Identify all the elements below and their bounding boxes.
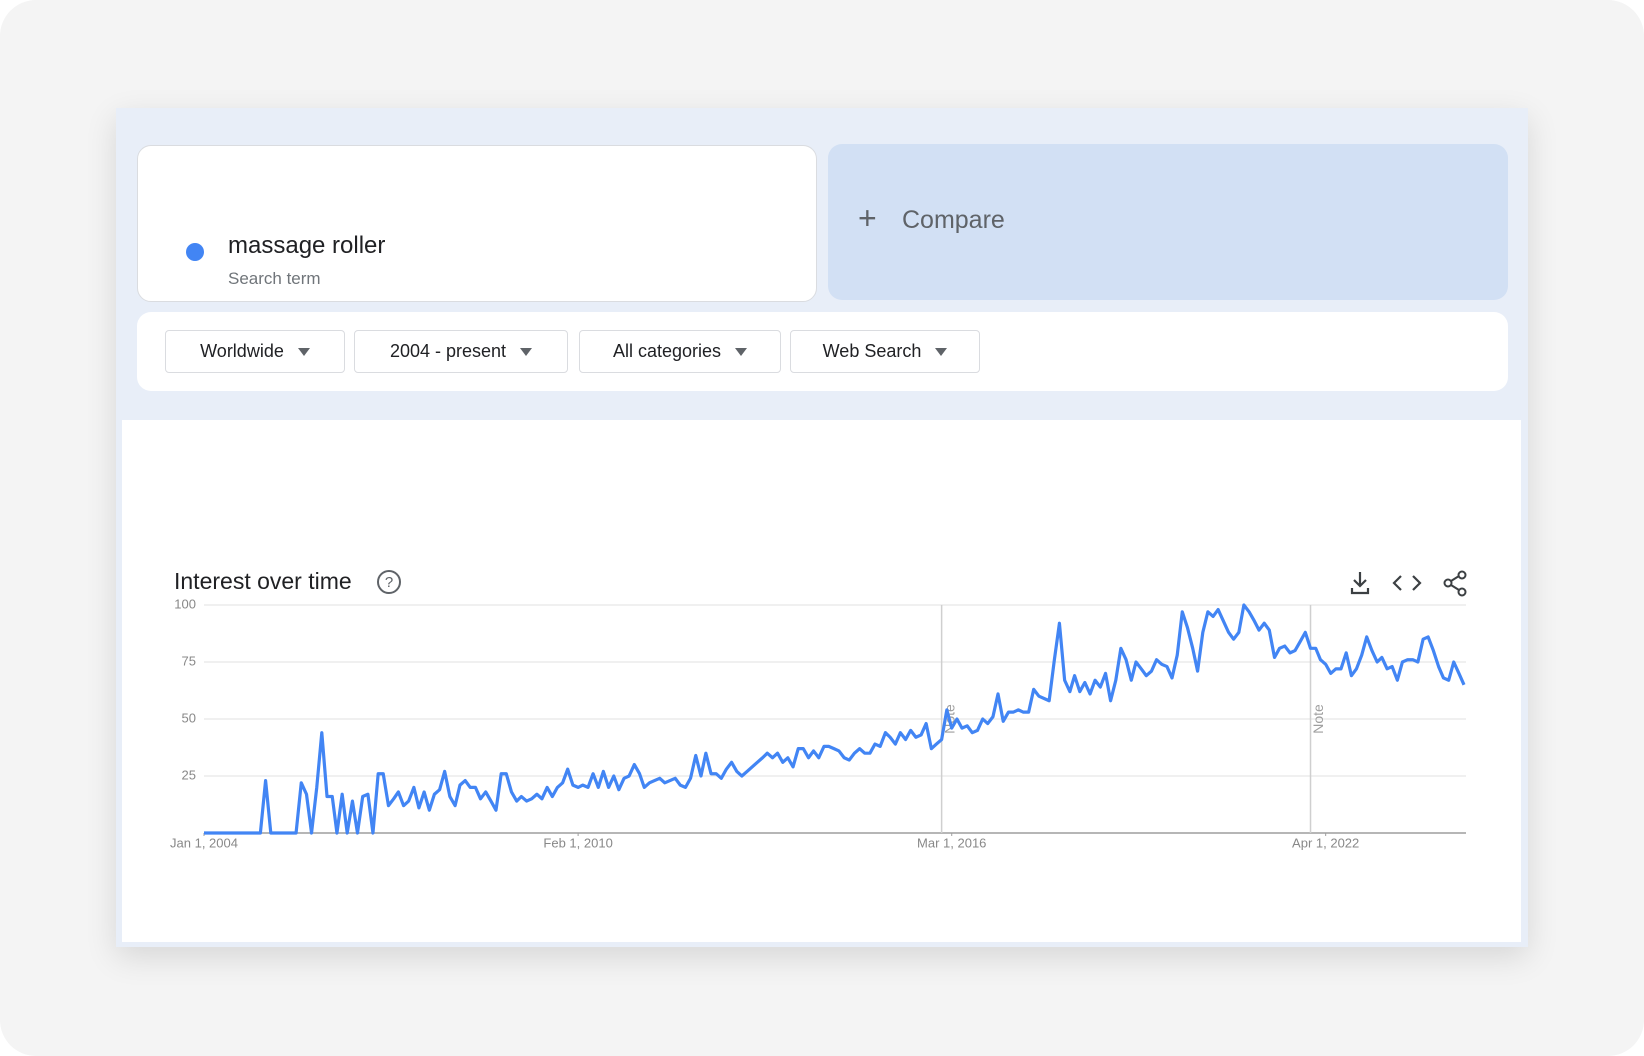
filter-bar: Worldwide 2004 - present All categories …	[137, 312, 1508, 391]
x-tick-label: Apr 1, 2022	[1292, 835, 1359, 850]
filter-label: Worldwide	[200, 341, 284, 361]
x-tick-label: Mar 1, 2016	[917, 835, 986, 850]
x-tick-label: Jan 1, 2004	[170, 835, 238, 850]
compare-button[interactable]: + Compare	[828, 144, 1508, 300]
share-icon[interactable]	[1443, 570, 1467, 597]
dropdown-arrow	[735, 347, 748, 356]
filter-button[interactable]: 2004 - present	[354, 330, 568, 373]
series-line	[204, 603, 1466, 835]
filter-label: Web Search	[822, 341, 922, 361]
dropdown-arrow	[935, 347, 948, 356]
search-term-card: massage roller Search term	[137, 145, 817, 302]
search-term-subtitle: Search term	[228, 269, 321, 288]
note-label: Note	[1310, 704, 1326, 734]
chart-title: Interest over time	[174, 568, 352, 594]
y-tick-label: 75	[182, 653, 196, 668]
trends-panel: massage roller Search term + Compare Wor…	[116, 108, 1528, 947]
compare-label: Compare	[902, 206, 1005, 234]
plus-icon: +	[858, 200, 877, 236]
filter-button[interactable]: Worldwide	[165, 330, 345, 373]
dropdown-arrow	[520, 347, 533, 356]
x-tick-label: Feb 1, 2010	[543, 835, 612, 850]
embed-icon[interactable]	[1392, 575, 1422, 591]
chart-card: Interest over time ? 25 50 75 100 Jan 1, 200…	[122, 420, 1521, 942]
help-icon[interactable]: ?	[377, 570, 401, 594]
download-icon[interactable]	[1350, 572, 1370, 595]
series-dot	[186, 243, 204, 261]
filter-label: 2004 - present	[389, 341, 507, 361]
search-term: massage roller	[228, 232, 386, 259]
chart: Interest over time ? 25 50 75 100 Jan 1, 200…	[170, 568, 1467, 850]
filter-button[interactable]: All categories	[579, 330, 781, 373]
y-tick-label: 25	[182, 767, 196, 782]
plot-area: 25 50 75 100 Jan 1, 2004 Feb 1, 2010 Mar 1, 20…	[170, 596, 1466, 850]
y-tick-label: 100	[174, 596, 196, 611]
filter-button[interactable]: Web Search	[790, 330, 980, 373]
filter-label: All categories	[612, 341, 722, 361]
y-tick-label: 50	[182, 710, 196, 725]
svg-text:?: ?	[385, 574, 393, 591]
dropdown-arrow	[297, 347, 310, 356]
